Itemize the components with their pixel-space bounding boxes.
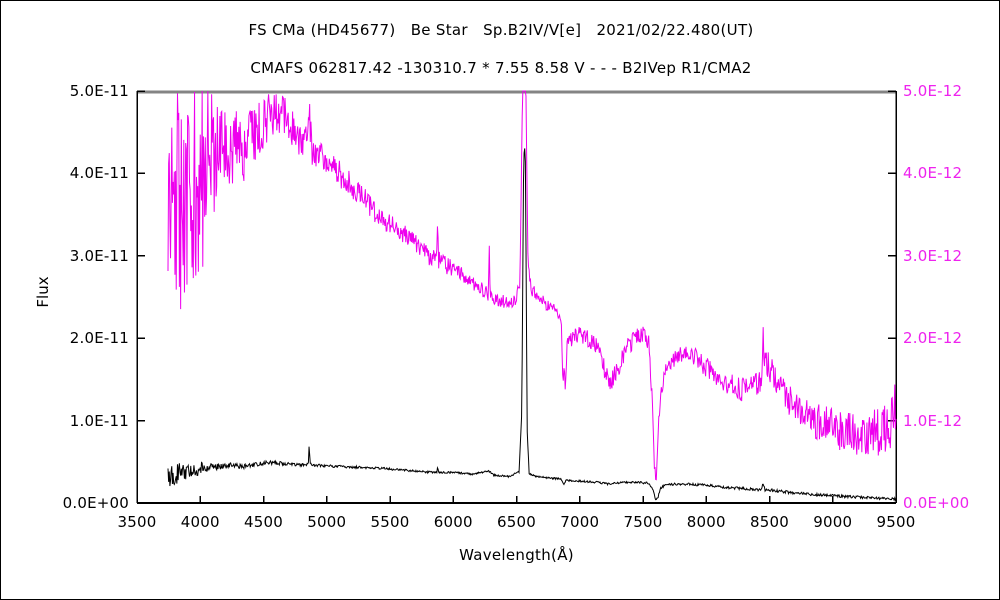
x-tick-label: 5000 [307, 513, 347, 531]
left-tick-label: 5.0E-11 [69, 82, 129, 100]
chart-title-line2: CMAFS 062817.42 -130310.7 * 7.55 8.58 V … [250, 59, 752, 77]
x-tick-label: 8000 [686, 513, 726, 531]
x-tick-label: 3500 [117, 513, 157, 531]
left-tick-label: 2.0E-11 [69, 329, 129, 348]
x-tick-label: 4500 [244, 513, 283, 531]
x-tick-label: 6500 [497, 513, 536, 531]
left-tick-label: 4.0E-11 [69, 164, 129, 183]
right-tick-label: 4.0E-12 [903, 164, 963, 183]
series-path-flux-spectrum-black [167, 148, 897, 502]
x-tick-label: 7500 [623, 513, 663, 531]
x-tick-label: 6000 [433, 513, 473, 531]
x-tick-label: 9000 [813, 513, 853, 531]
x-tick-label: 9500 [876, 513, 916, 531]
left-tick-label: 3.0E-11 [69, 246, 129, 265]
chart-title-line1: FS CMa (HD45677) Be Star Sp.B2IV/V[e] 20… [248, 21, 754, 39]
right-tick-label: 0.0E+00 [903, 494, 970, 512]
right-tick-label: 2.0E-12 [903, 329, 963, 348]
x-tick-label: 8500 [750, 513, 789, 531]
left-tick-label: 0.0E+00 [62, 494, 129, 512]
x-tick-label: 5500 [370, 513, 410, 531]
x-tick-label: 7000 [560, 513, 600, 531]
right-tick-label: 3.0E-12 [903, 246, 963, 265]
left-tick-label: 1.0E-11 [69, 411, 129, 430]
series-path-flux-spectrum-magenta [167, 90, 897, 481]
x-tick-label: 4000 [180, 513, 220, 531]
x-axis-title: Wavelength(Å) [459, 546, 574, 564]
right-tick-label: 5.0E-12 [903, 82, 963, 100]
right-tick-label: 1.0E-12 [903, 411, 963, 430]
